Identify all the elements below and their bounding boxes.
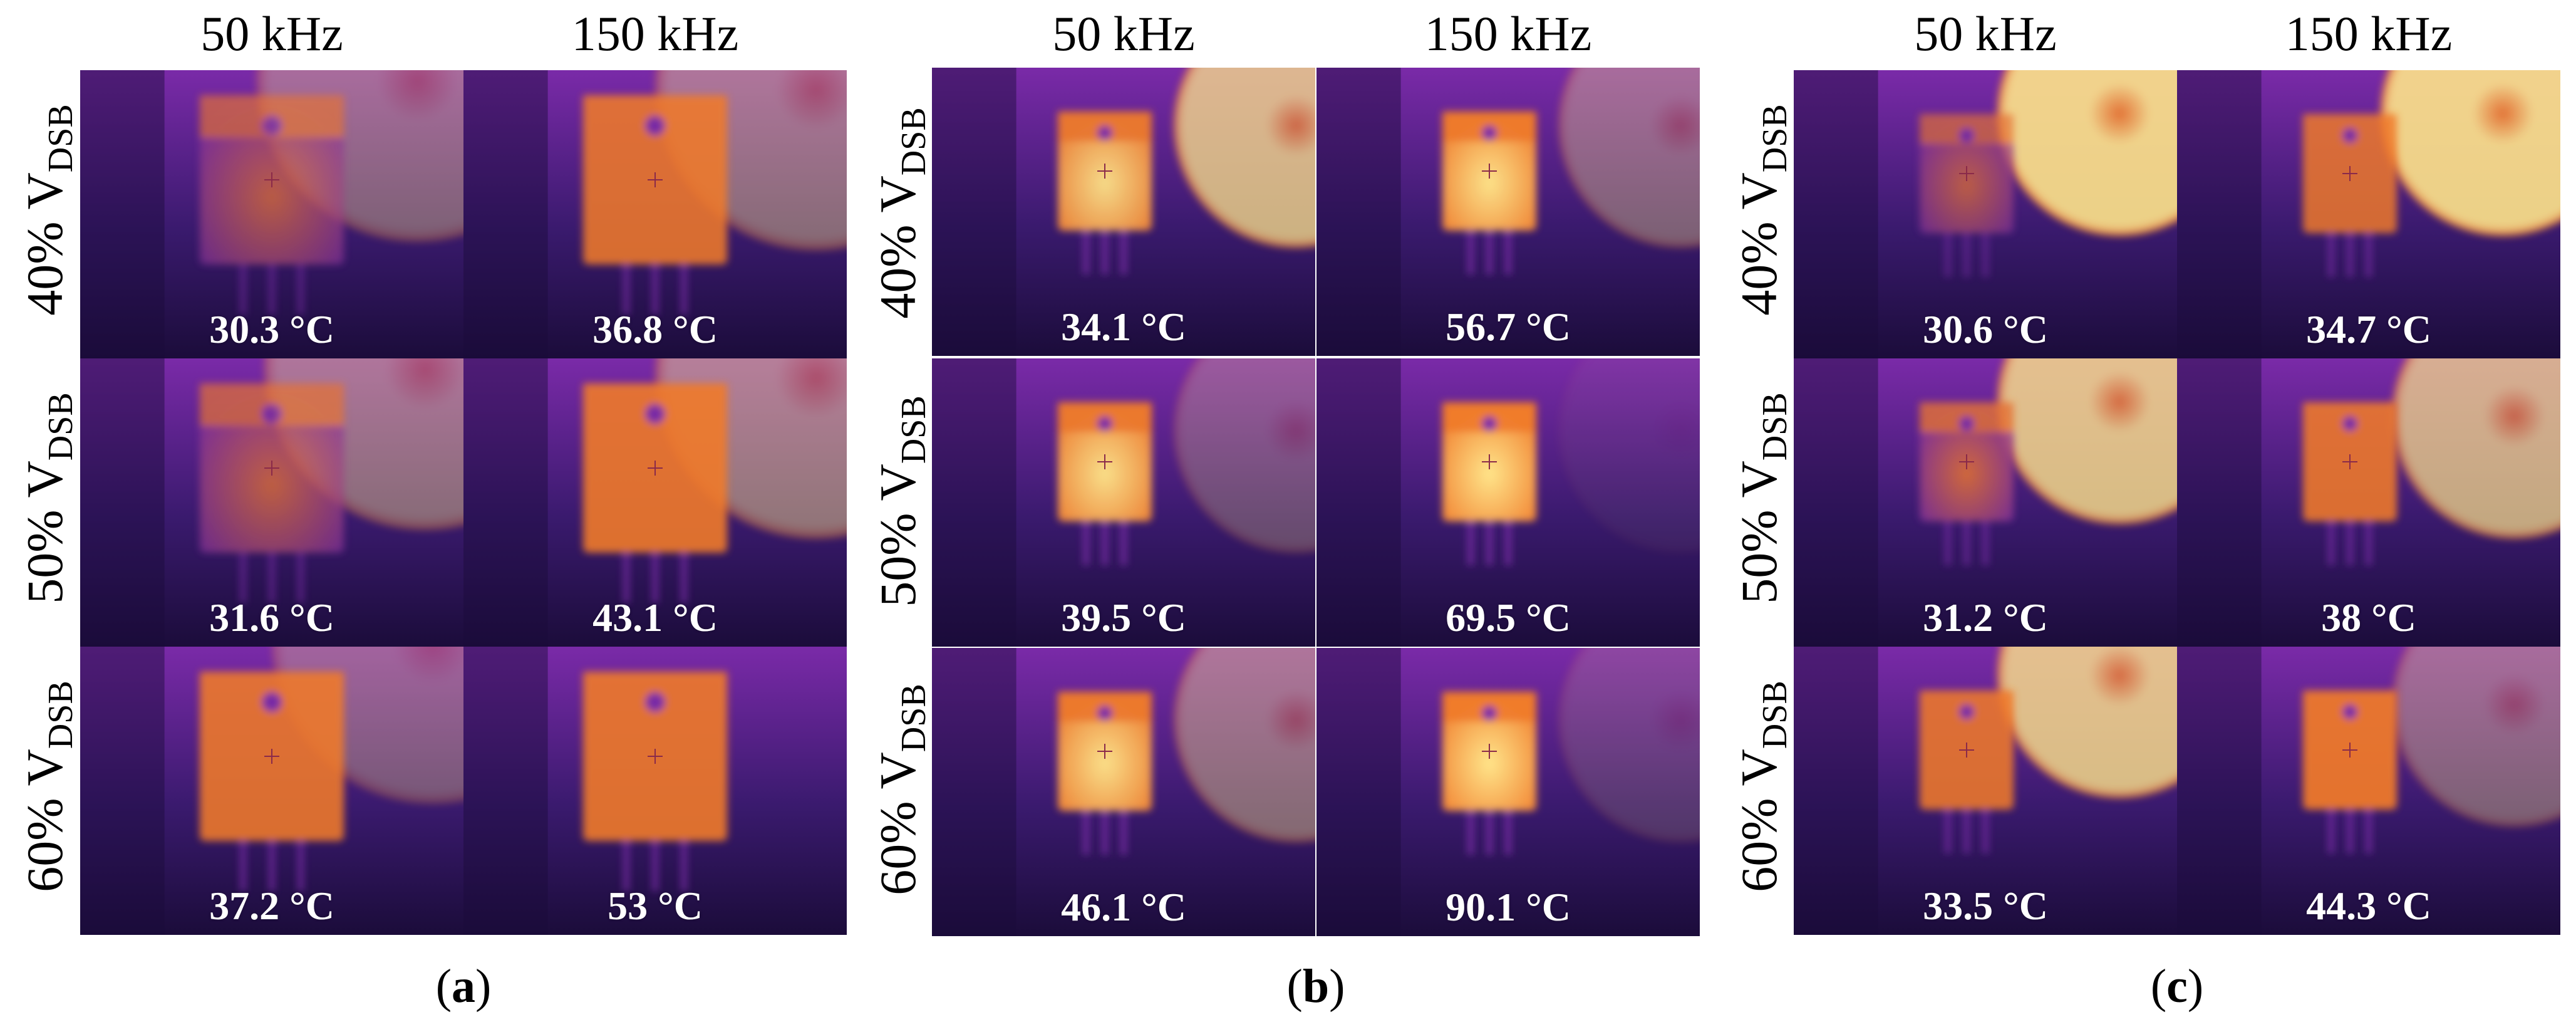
panel-caption: (c)	[2150, 960, 2204, 1013]
thermal-scene	[2177, 647, 2560, 935]
thermal-image: 34.7 °C	[2177, 70, 2560, 358]
thermal-scene	[1316, 358, 1700, 647]
thermal-image: 56.7 °C	[1316, 68, 1700, 356]
temperature-readout: 39.5 °C	[1061, 595, 1186, 640]
temperature-readout: 38 °C	[2321, 595, 2416, 640]
temperature-readout: 31.2 °C	[1923, 595, 2048, 640]
thermal-image: 46.1 °C	[932, 648, 1315, 936]
panel-c: 50 kHz 150 kHz 40% VDSB 50% VDSB 60% VDS…	[1718, 0, 2560, 1027]
thermal-scene	[932, 358, 1315, 647]
thermal-scene	[1316, 68, 1700, 356]
row-label-60: 60% VDSB	[869, 684, 933, 895]
thermal-scene	[932, 68, 1315, 356]
thermal-image: 30.6 °C	[1794, 70, 2177, 358]
column-header-50khz: 50 kHz	[200, 6, 343, 61]
thermal-image: 31.6 °C	[80, 358, 463, 647]
panel-a: 50 kHz 150 kHz 40% VDSB 50% VDSB 60% VDS…	[0, 0, 847, 1027]
thermal-scene	[932, 648, 1315, 936]
thermal-scene	[463, 647, 847, 935]
thermal-image: 69.5 °C	[1316, 358, 1700, 647]
thermal-scene	[463, 70, 847, 358]
column-header-150khz: 150 kHz	[1424, 6, 1592, 61]
temperature-readout: 56.7 °C	[1446, 305, 1571, 349]
thermal-image: 53 °C	[463, 647, 847, 935]
thermal-scene	[2177, 70, 2560, 358]
thermal-image: 34.1 °C	[932, 68, 1315, 356]
thermal-image: 36.8 °C	[463, 70, 847, 358]
temperature-readout: 37.2 °C	[209, 884, 334, 928]
thermal-image: 43.1 °C	[463, 358, 847, 647]
temperature-readout: 30.3 °C	[209, 307, 334, 352]
thermal-scene	[1316, 648, 1700, 936]
row-label-50: 50% VDSB	[16, 392, 80, 604]
column-header-50khz: 50 kHz	[1052, 6, 1195, 61]
row-label-40: 40% VDSB	[869, 107, 933, 319]
thermal-scene	[80, 70, 463, 358]
temperature-readout: 44.3 °C	[2306, 884, 2431, 928]
thermal-image: 39.5 °C	[932, 358, 1315, 647]
row-label-50: 50% VDSB	[869, 395, 933, 607]
column-header-150khz: 150 kHz	[571, 6, 739, 61]
temperature-readout: 30.6 °C	[1923, 307, 2048, 352]
row-label-60: 60% VDSB	[16, 680, 80, 892]
temperature-readout: 31.6 °C	[209, 595, 334, 640]
row-label-50: 50% VDSB	[1730, 392, 1794, 604]
thermal-scene	[80, 647, 463, 935]
temperature-readout: 69.5 °C	[1446, 595, 1571, 640]
temperature-readout: 34.7 °C	[2306, 307, 2431, 352]
thermal-scene	[1794, 358, 2177, 647]
thermal-image: 30.3 °C	[80, 70, 463, 358]
panel-caption: (a)	[435, 960, 492, 1013]
thermal-image: 37.2 °C	[80, 647, 463, 935]
thermal-image: 90.1 °C	[1316, 648, 1700, 936]
thermal-scene	[1794, 647, 2177, 935]
thermal-scene	[80, 358, 463, 647]
panel-caption: (b)	[1286, 960, 1345, 1013]
thermal-image: 38 °C	[2177, 358, 2560, 647]
temperature-readout: 46.1 °C	[1061, 885, 1186, 929]
temperature-readout: 36.8 °C	[592, 307, 718, 352]
temperature-readout: 33.5 °C	[1923, 884, 2048, 928]
thermal-scene	[463, 358, 847, 647]
column-header-50khz: 50 kHz	[1914, 6, 2057, 61]
row-label-40: 40% VDSB	[1730, 104, 1794, 316]
thermal-scene	[1794, 70, 2177, 358]
panel-b: 50 kHz 150 kHz 40% VDSB 50% VDSB 60% VDS…	[858, 0, 1700, 1027]
row-label-40: 40% VDSB	[16, 104, 80, 316]
thermal-image: 31.2 °C	[1794, 358, 2177, 647]
row-label-60: 60% VDSB	[1730, 680, 1794, 892]
thermal-scene	[2177, 358, 2560, 647]
temperature-readout: 53 °C	[608, 884, 703, 928]
temperature-readout: 34.1 °C	[1061, 305, 1186, 349]
thermal-image: 44.3 °C	[2177, 647, 2560, 935]
temperature-readout: 43.1 °C	[592, 595, 718, 640]
column-header-150khz: 150 kHz	[2285, 6, 2453, 61]
temperature-readout: 90.1 °C	[1446, 885, 1571, 929]
thermal-image: 33.5 °C	[1794, 647, 2177, 935]
